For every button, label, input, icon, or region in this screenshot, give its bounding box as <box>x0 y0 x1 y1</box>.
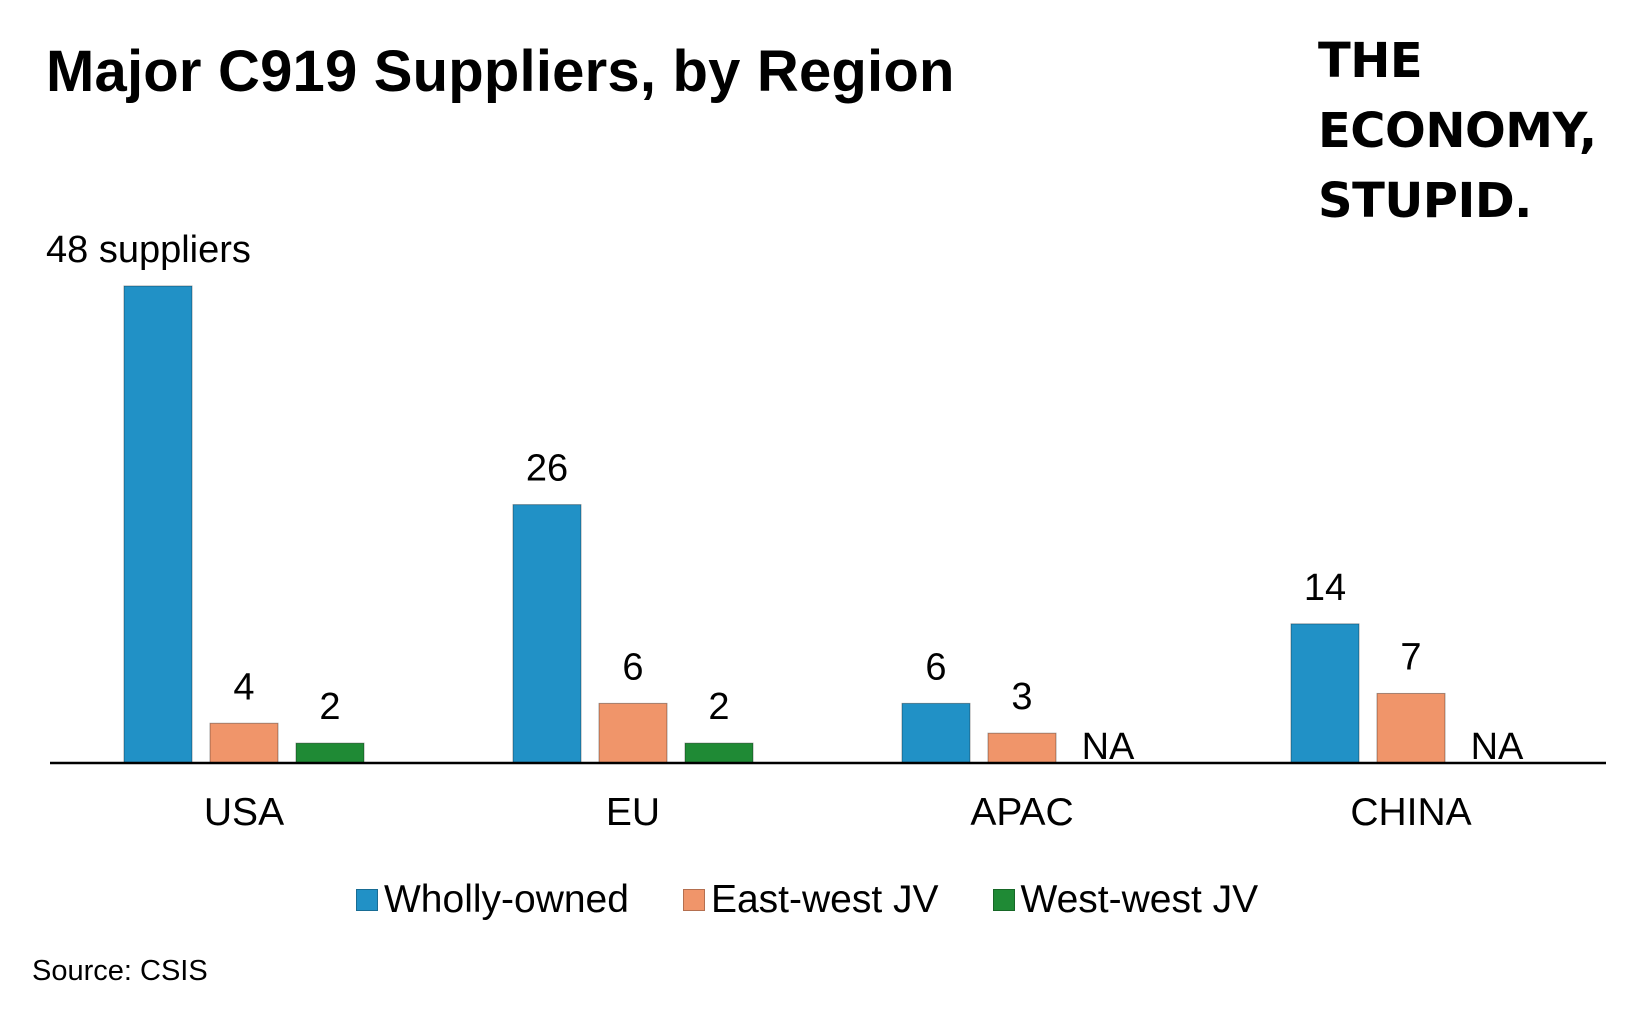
legend-label-east-west-jv: East-west JV <box>710 878 939 921</box>
bar-china-wholly-owned <box>1290 623 1360 764</box>
legend-item-west-west-jv: West-west JV <box>992 878 1259 922</box>
bar-eu-wholly-owned <box>512 504 582 764</box>
bar-usa-east-west-jv-label: 4 <box>233 666 254 708</box>
x-tick-label-china: CHINA <box>1350 791 1471 834</box>
x-tick-label-apac: APAC <box>970 791 1073 834</box>
legend-swatch-east-west-jv <box>682 889 705 911</box>
x-tick-label-usa: USA <box>204 791 284 834</box>
legend-swatch-wholly-owned <box>356 889 378 911</box>
legend-label-wholly-owned: Wholly-owned <box>384 878 629 921</box>
chart-title: Major C919 Suppliers, by Region <box>46 39 955 104</box>
bar-eu-east-west-jv <box>598 702 668 764</box>
source-note: Source: CSIS <box>32 955 208 987</box>
legend-item-wholly-owned: Wholly-owned <box>356 878 629 922</box>
brand-logo: THE ECONOMY, STUPID. <box>1318 26 1597 236</box>
chart-legend: Wholly-owned East-west JV West-west JV <box>356 878 1258 922</box>
bar-usa-west-west-jv-label: 2 <box>319 686 340 728</box>
bar-china-wholly-owned-label: 14 <box>1304 567 1346 609</box>
legend-item-east-west-jv: East-west JV <box>682 878 939 922</box>
bar-apac-wholly-owned <box>901 702 971 764</box>
brand-line-2: ECONOMY, <box>1318 103 1597 159</box>
x-tick-label-eu: EU <box>606 791 660 834</box>
bar-eu-wholly-owned-label: 26 <box>526 448 568 490</box>
bar-eu-west-west-jv-label: 2 <box>708 686 729 728</box>
brand-line-3: STUPID. <box>1318 173 1532 229</box>
brand-line-1: THE <box>1318 33 1423 89</box>
bar-apac-wholly-owned-label: 6 <box>925 646 946 688</box>
bar-china-east-west-jv-label: 7 <box>1400 636 1421 678</box>
bar-eu-west-west-jv <box>684 742 754 764</box>
bar-apac-east-west-jv <box>987 732 1057 764</box>
bar-china-east-west-jv <box>1376 692 1446 764</box>
bar-apac-west-west-jv-label: NA <box>1082 726 1135 768</box>
bar-usa-wholly-owned <box>123 285 193 764</box>
bar-eu-east-west-jv-label: 6 <box>622 646 643 688</box>
bar-usa-wholly-owned-label: 48 suppliers <box>46 229 251 271</box>
bar-usa-west-west-jv <box>295 742 365 764</box>
legend-swatch-west-west-jv <box>992 889 1015 911</box>
bar-usa-east-west-jv <box>209 722 279 764</box>
legend-label-west-west-jv: West-west JV <box>1020 878 1259 921</box>
bar-apac-east-west-jv-label: 3 <box>1011 676 1032 718</box>
bar-china-west-west-jv-label: NA <box>1471 726 1524 768</box>
